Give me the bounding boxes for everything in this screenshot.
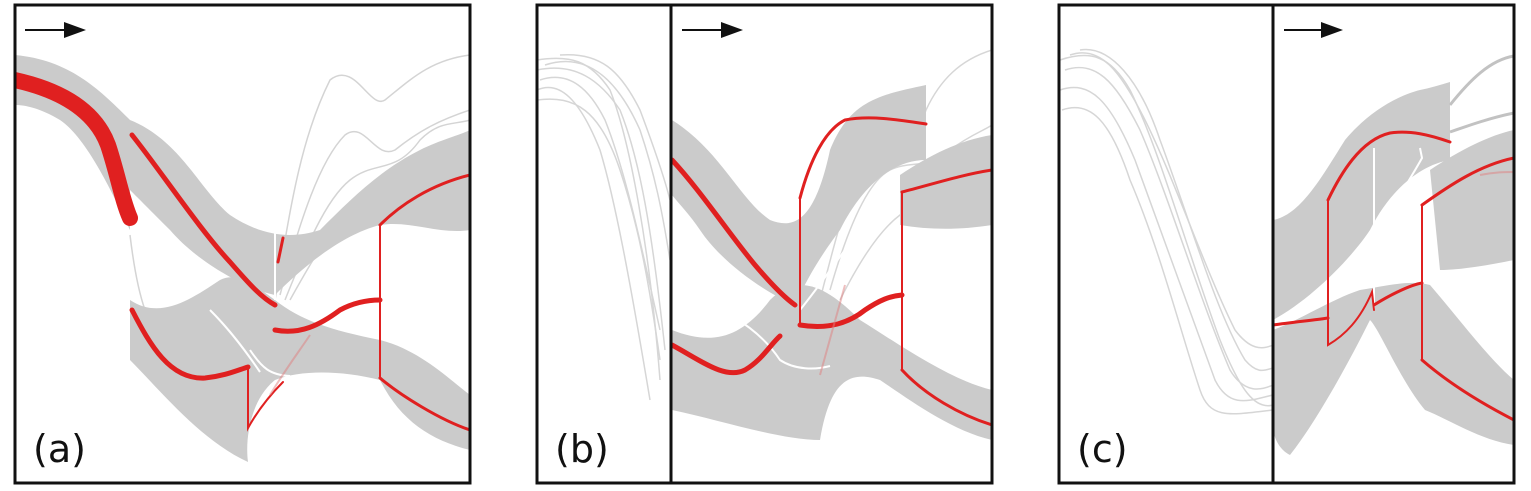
band-upper — [130, 120, 470, 295]
panel-c-label: (c) — [1077, 427, 1128, 471]
band-lower — [130, 277, 275, 462]
panel-a — [15, 55, 470, 462]
band-lower — [672, 285, 992, 440]
panel-b — [537, 50, 992, 440]
panel-b-label: (b) — [555, 427, 609, 471]
uncertainty-bands — [672, 85, 992, 440]
right-arrow-icon — [682, 22, 743, 38]
panel-c — [1060, 50, 1514, 455]
background-traces — [1060, 50, 1273, 414]
top-traces — [1450, 56, 1514, 132]
panel-a-label: (a) — [33, 427, 86, 471]
right-arrow-icon — [1284, 22, 1343, 38]
right-arrow-icon — [25, 22, 86, 38]
band-right — [275, 300, 470, 450]
band-lower — [1273, 283, 1514, 455]
